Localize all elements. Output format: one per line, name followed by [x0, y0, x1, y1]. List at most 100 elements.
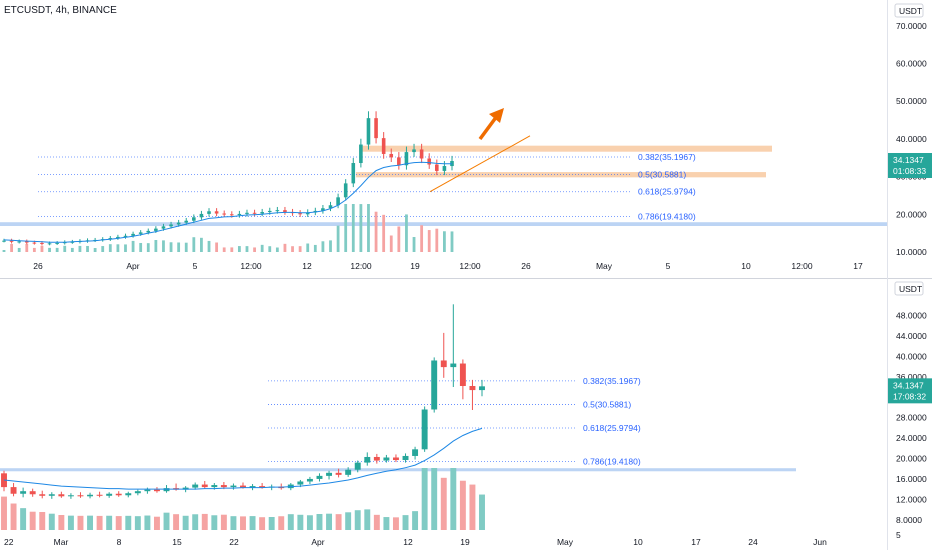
price-axis-label: 60.0000: [896, 58, 927, 68]
volume-bar: [373, 514, 380, 530]
volume-bar: [297, 514, 304, 530]
time-axis-label: 15: [172, 537, 182, 547]
price-tag-countdown: 01:08:33: [893, 166, 926, 176]
candle-body: [459, 363, 466, 386]
volume-bar: [67, 515, 74, 530]
candle-body: [55, 242, 59, 244]
volume-bar: [421, 468, 428, 530]
time-axis-label: 12:00: [350, 261, 372, 271]
volume-bar: [374, 211, 378, 252]
candle-body: [326, 472, 333, 476]
candle-body: [123, 235, 128, 237]
candle-body: [383, 457, 390, 461]
volume-bar: [162, 240, 165, 252]
volume-bar: [450, 468, 457, 530]
candle-body: [169, 224, 173, 227]
candle-body: [220, 485, 227, 488]
volume-bar: [245, 246, 249, 252]
candle-body: [125, 493, 132, 496]
volume-bar: [184, 242, 188, 252]
candle-body: [419, 149, 424, 159]
volume-bar: [131, 240, 135, 252]
candle-body: [283, 210, 287, 213]
time-axis-label: 12:00: [459, 261, 481, 271]
time-axis-label: 10: [633, 537, 643, 547]
volume-bar: [124, 244, 127, 252]
candle-body: [435, 164, 439, 171]
candle-body: [297, 481, 304, 485]
candle-body: [2, 240, 6, 242]
fib-label: 0.786(19.4180): [638, 211, 696, 221]
volume-bar: [344, 204, 348, 252]
candle-body: [298, 213, 302, 215]
volume-bar: [397, 226, 401, 252]
volume-bar: [10, 503, 17, 530]
candle-body: [17, 241, 21, 243]
volume-bar: [10, 244, 13, 252]
ma-line: [3, 427, 483, 490]
volume-bar: [230, 516, 237, 530]
volume-bar: [192, 237, 196, 252]
candle-body: [146, 230, 151, 233]
volume-bar: [215, 242, 219, 252]
volume-bar: [351, 204, 355, 252]
time-axis-label: 12:00: [791, 261, 813, 271]
volume-bar: [115, 516, 122, 530]
volume-bar: [469, 484, 476, 530]
volume-bar: [200, 237, 203, 252]
time-axis-label: 19: [410, 261, 420, 271]
volume-bar: [134, 516, 141, 530]
volume-bar: [108, 244, 112, 252]
candle-body: [450, 363, 457, 368]
candle-body: [373, 456, 380, 461]
volume-bar: [2, 250, 6, 252]
volume-bar: [182, 515, 189, 530]
candle-body: [106, 493, 113, 496]
candle-body: [345, 469, 352, 475]
volume-bar: [240, 516, 246, 530]
volume-bar: [125, 515, 132, 530]
price-axis-label: 36.0000: [896, 372, 927, 382]
candle-body: [47, 243, 52, 245]
candle-body: [192, 217, 196, 221]
candle-body: [229, 214, 234, 216]
volume-bar: [259, 517, 266, 530]
volume-bar: [40, 245, 44, 252]
candle-body: [412, 449, 419, 456]
candle-body: [108, 238, 113, 240]
volume-bar: [237, 246, 241, 252]
time-axis-label: 22: [4, 537, 14, 547]
candle-body: [354, 462, 361, 470]
candle-body: [381, 138, 386, 154]
volume-bar: [163, 512, 170, 530]
volume-bar: [220, 514, 227, 530]
candle-body: [469, 386, 476, 391]
volume-bar: [459, 480, 466, 530]
candle-body: [40, 242, 44, 244]
candle-body: [275, 210, 280, 212]
volume-bar: [169, 242, 173, 252]
candle-body: [328, 205, 333, 209]
candle-body: [392, 457, 399, 461]
time-axis-label: 17: [691, 537, 701, 547]
candle-body: [154, 228, 158, 231]
candle-body: [138, 232, 143, 234]
candle-body: [153, 489, 160, 492]
candle-body: [32, 242, 37, 244]
fib-label: 0.618(25.9794): [583, 423, 641, 433]
volume-bar: [25, 243, 29, 252]
volume-bar: [306, 243, 310, 252]
volume-bar: [335, 514, 342, 530]
volume-bar: [106, 515, 113, 530]
volume-bar: [201, 513, 208, 530]
price-axis-label: 44.0000: [896, 331, 927, 341]
price-axis-label: 5: [896, 530, 901, 540]
price-tag-value: 34.1347: [893, 155, 924, 165]
fib-label: 0.5(30.5881): [583, 399, 631, 409]
volume-bar: [383, 517, 390, 530]
volume-bar: [192, 514, 199, 530]
volume-bar: [392, 517, 399, 530]
volume-bar: [154, 240, 158, 252]
